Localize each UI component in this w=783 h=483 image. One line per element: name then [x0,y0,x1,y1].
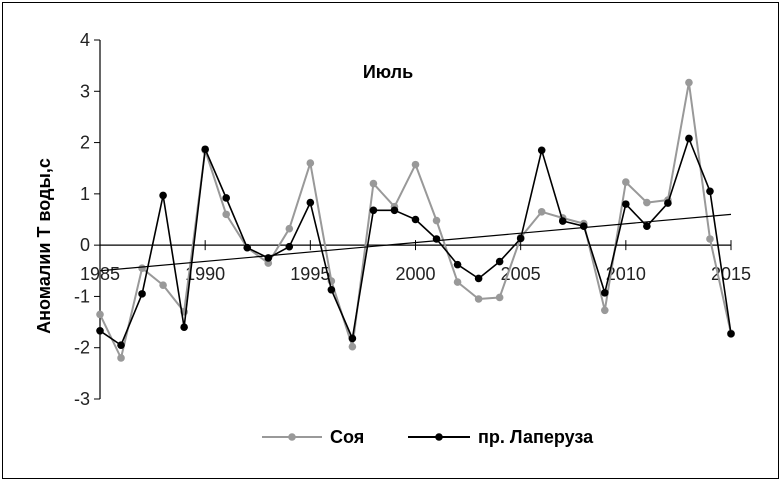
data-point-series-2 [601,289,609,297]
data-point-series-2 [516,234,525,243]
data-point-series-1 [622,178,630,186]
y-tick-label: -3 [74,389,90,409]
data-point-series-1 [706,235,714,243]
x-tick-label: 1995 [290,264,330,284]
data-point-series-2 [138,290,146,298]
x-tick-label: 2000 [395,264,435,284]
data-point-series-2 [201,145,209,154]
data-point-series-1 [159,281,167,289]
data-point-series-2 [432,235,441,243]
data-point-series-1 [601,306,609,315]
data-point-series-2 [327,285,336,294]
data-point-series-1 [432,216,441,225]
data-point-series-2 [537,146,546,155]
data-point-series-1 [453,278,462,286]
data-point-series-2 [495,257,504,266]
data-point-series-2 [579,222,588,230]
data-point-series-2 [664,199,672,207]
data-point-series-2 [222,194,230,202]
data-point-series-2 [706,187,714,196]
data-point-series-2 [96,326,104,335]
legend-marker-2 [435,433,443,441]
y-tick-label: -1 [74,286,90,306]
data-point-series-1 [306,159,315,167]
data-point-series-1 [222,210,230,219]
data-point-series-1 [495,293,504,302]
data-point-series-1 [643,198,651,207]
y-tick-label: 1 [80,184,90,204]
trend-line [99,213,732,272]
data-point-series-2 [243,243,252,252]
data-point-series-1 [369,179,378,188]
legend-marker-1 [288,433,296,441]
y-tick-label: 0 [80,235,90,255]
data-point-series-1 [285,224,294,233]
data-point-series-2 [390,206,399,215]
x-tick-label: 2005 [501,264,541,284]
data-point-series-2 [411,215,420,224]
data-point-series-1 [138,264,146,273]
x-tick-label: 2010 [606,264,646,284]
y-tick-label: 4 [80,30,90,50]
y-tick-label: 2 [80,133,90,153]
data-point-series-2 [558,217,567,225]
data-point-series-2 [685,134,693,143]
data-point-series-2 [474,274,483,283]
data-point-series-1 [474,295,483,303]
data-point-series-1 [685,78,693,87]
chart-title: Июль [363,62,413,82]
data-point-series-2 [306,198,315,207]
y-tick-label: 3 [80,81,90,101]
data-point-series-1 [348,342,357,351]
data-point-series-2 [727,330,735,338]
data-point-series-2 [285,242,294,251]
y-tick-label: -2 [74,338,90,358]
x-tick-label: 1985 [80,264,120,284]
data-point-series-1 [96,310,104,319]
x-tick-label: 1990 [185,264,225,284]
data-point-series-2 [117,341,125,349]
legend-label-1: Соя [330,427,364,447]
data-point-series-1 [537,208,546,216]
data-point-series-2 [348,334,357,343]
data-point-series-2 [453,260,462,269]
y-axis-label: Аномалии Т воды,с [34,158,54,334]
data-point-series-2 [643,222,651,230]
legend-label-2: пр. Лаперуза [478,427,594,447]
data-point-series-2 [180,323,188,332]
data-point-series-2 [622,200,630,208]
data-point-series-1 [117,354,125,362]
data-point-series-2 [159,191,167,200]
data-point-series-2 [369,206,378,215]
data-point-series-1 [411,160,420,169]
